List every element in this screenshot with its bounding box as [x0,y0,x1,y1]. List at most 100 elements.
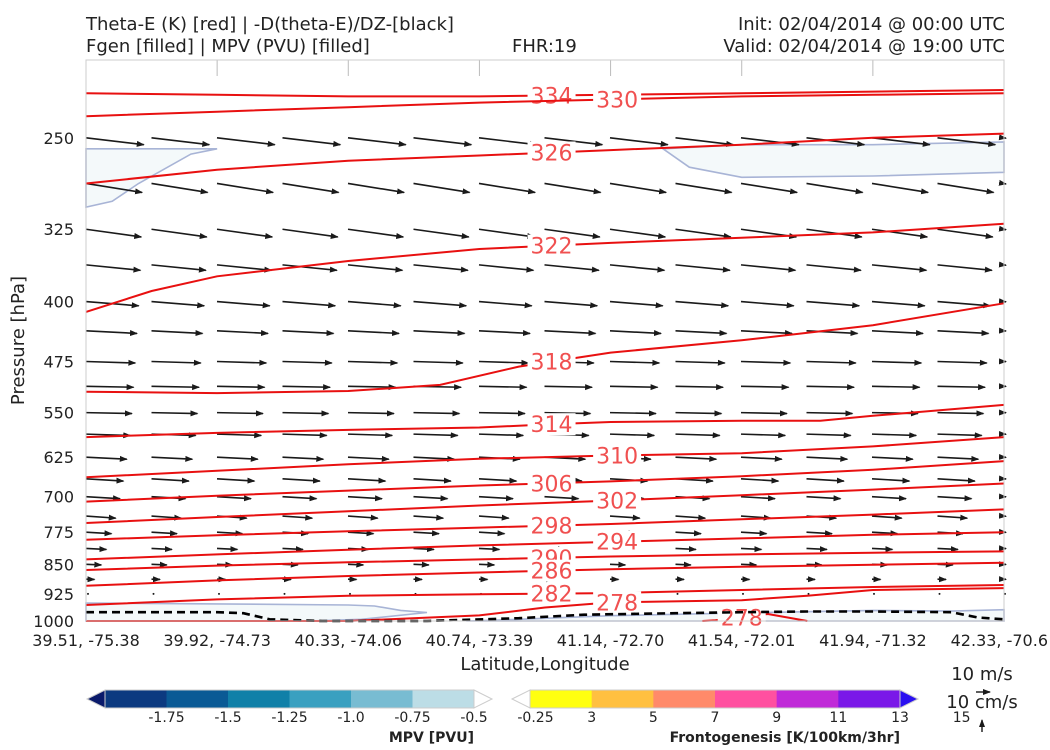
wind-vector [478,264,535,273]
wind-vector [413,359,464,366]
wind-vector [216,136,276,147]
wind-vector [85,136,145,147]
colorbar-tick-label: -0.25 [517,710,553,726]
wind-vector [349,592,351,595]
wind-vector [413,495,449,502]
wind-vector [216,495,252,502]
theta-e-line [85,92,1005,118]
contour-label-bg [527,472,576,495]
colorbar-tick-label: -0.75 [394,710,430,726]
wind-vector [151,228,208,239]
wind-vector [937,136,997,147]
wind-vector [151,561,168,568]
wind-vector [413,330,466,337]
y-tick-label: 550 [43,404,74,423]
wind-vector [938,592,941,595]
contour-label: 278 [596,591,638,616]
contour-label-bg [527,559,576,582]
wind-vector [413,561,430,568]
wind-vector [151,530,178,537]
wind-vector [151,477,190,484]
wind-vector [609,330,662,337]
theta-e-contour: 282 [85,582,1005,608]
forecast-hour: FHR:19 [512,36,577,57]
wind-vector [151,546,173,553]
wind-vector [216,264,273,273]
fgen-colorbar: 3 5 7 9 11 13 15 Frontogenesis [K/100km/3hr] [510,689,971,746]
wind-vector [216,228,274,239]
wind-vector [85,182,144,195]
contour-label: 314 [531,413,573,438]
zero-contour-line [86,610,1005,623]
wind-vector [609,384,659,391]
wind-vector [282,432,328,439]
wind-vector [806,410,854,417]
wind-vector [478,330,531,337]
wind-vector [806,264,862,273]
wind-vector [151,410,199,417]
wind-vector [216,384,266,391]
contour-label: 322 [531,235,573,260]
wind-vector [347,330,400,337]
wind-vector [283,592,286,595]
colorbar-tick-label: 5 [649,710,658,726]
theta-e-line [85,302,1005,395]
contour-label: 282 [531,583,573,608]
theta-e-contour: 310 [85,436,1005,479]
wind-vector [85,546,108,553]
theta-e-contour: 326 [85,132,1005,185]
colorbar-swatch [228,690,290,708]
wind-vector [806,530,833,537]
wind-vector [609,182,668,195]
wind-vector [216,410,264,417]
colorbar-frame [529,689,901,709]
wind-vector [937,455,980,462]
wind-vector [478,182,537,195]
contour-label-bg [527,582,576,605]
contour-label: 278 [721,606,763,631]
colorbar-title: Frontogenesis [K/100km/3hr] [670,730,900,746]
wind-vector [478,432,525,439]
wind-vector [151,514,183,521]
wind-vector [609,300,664,309]
wind-vector [937,264,993,273]
colorbar-swatch [289,690,352,708]
wind-vector [413,530,440,537]
wind-vector [478,561,496,568]
theta-e-line [85,531,1005,561]
wind-vector [740,182,799,195]
colorbar-swatch [838,690,901,708]
contour-label-bg [593,591,642,614]
wind-vector [740,384,790,391]
theta-e-contour: 294 [85,530,1005,561]
wind-vector [347,182,406,195]
wind-vector [478,136,538,147]
wind-vector [609,514,641,521]
theta-e-contour: 298 [85,508,1005,541]
wind-vector [347,410,395,417]
wind-vector [413,264,469,273]
colorbar-extend-right [899,689,920,709]
x-tick-label: 39.51, -75.38 [32,631,140,650]
wind-vector [347,530,375,537]
wind-vector [740,264,797,273]
theta-e-contour: 286 [85,559,1005,587]
theta-e-contour: 302 [85,482,1005,524]
wind-vector [806,359,857,366]
wind-vector [675,410,723,417]
wind-vector [937,330,990,337]
title-line-2: Fgen [filled] | MPV (PVU) [filled] [86,36,370,57]
plot-frame [85,59,1005,622]
wind-vector [478,384,528,391]
wind-vector [216,182,275,195]
wind-vector [478,410,526,417]
wind-vector [151,359,202,366]
contour-label: 306 [531,472,573,497]
y-tick-label: 1000 [33,612,74,631]
wind-vector [85,561,103,568]
y-tick-label: 700 [43,488,74,507]
wind-vector [216,477,256,484]
wind-vector [740,330,793,337]
colorbar-tick-label: -0.5 [460,710,487,726]
wind-vector [347,264,404,273]
